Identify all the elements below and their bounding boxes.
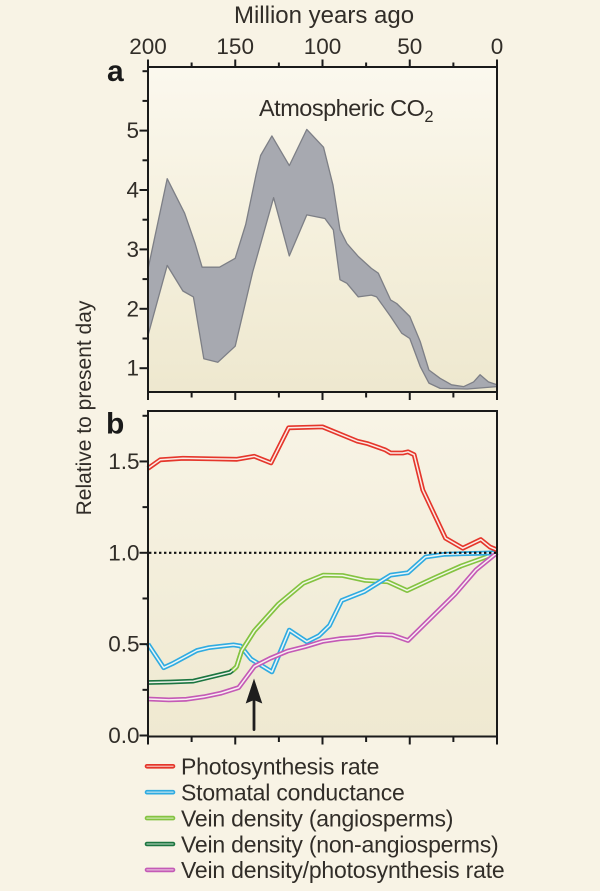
svg-text:1: 1 [126, 356, 139, 381]
svg-text:3: 3 [126, 237, 139, 262]
svg-text:Relative to present day: Relative to present day [73, 300, 96, 515]
svg-text:Photosynthesis rate: Photosynthesis rate [181, 754, 379, 780]
svg-text:5: 5 [126, 118, 139, 143]
svg-text:1.5: 1.5 [108, 449, 139, 474]
svg-text:1.0: 1.0 [108, 540, 139, 565]
svg-text:200: 200 [129, 34, 167, 59]
svg-text:0.0: 0.0 [108, 723, 139, 748]
svg-text:a: a [107, 55, 124, 88]
svg-text:100: 100 [304, 34, 342, 59]
svg-text:50: 50 [397, 34, 422, 59]
svg-text:Vein density (angiosperms): Vein density (angiosperms) [181, 805, 453, 831]
svg-text:Vein density/photosynthesis ra: Vein density/photosynthesis rate [181, 857, 504, 883]
svg-text:Million years ago: Million years ago [234, 2, 414, 29]
svg-text:Stomatal conductance: Stomatal conductance [181, 780, 405, 806]
svg-text:Atmospheric CO2: Atmospheric CO2 [259, 95, 433, 126]
svg-text:0.5: 0.5 [108, 632, 139, 657]
svg-text:b: b [106, 408, 124, 441]
svg-text:2: 2 [126, 296, 139, 321]
svg-text:4: 4 [126, 178, 139, 203]
svg-text:0: 0 [491, 34, 504, 59]
svg-text:Vein density (non-angiosperms): Vein density (non-angiosperms) [181, 831, 498, 857]
svg-text:150: 150 [216, 34, 254, 59]
